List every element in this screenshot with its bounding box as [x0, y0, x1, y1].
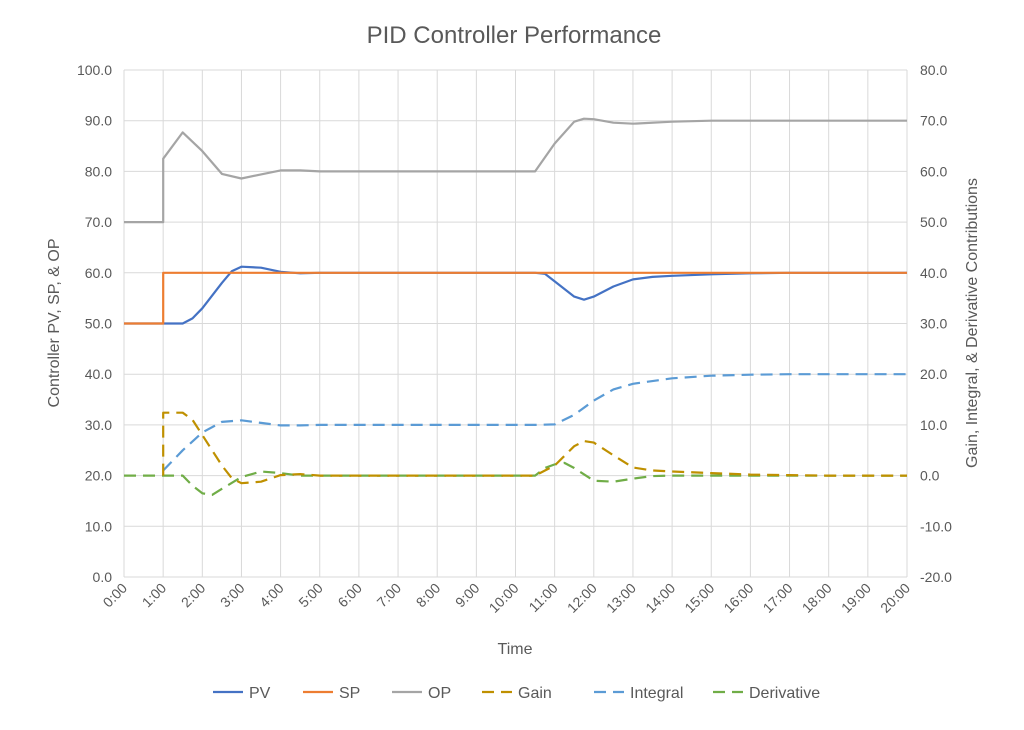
x-tick-label: 11:00	[525, 580, 561, 616]
legend-label-op: OP	[428, 685, 451, 702]
y2-tick-label: 50.0	[920, 214, 947, 230]
x-tick-label: 12:00	[564, 580, 600, 616]
chart-title: PID Controller Performance	[367, 22, 662, 49]
x-tick-label: 7:00	[374, 580, 405, 611]
x-tick-label: 13:00	[603, 580, 639, 616]
legend-label-pv: PV	[249, 685, 271, 702]
legend-label-sp: SP	[339, 685, 360, 702]
legend-label-gain: Gain	[518, 685, 552, 702]
x-axis-title: Time	[498, 641, 533, 658]
y2-tick-label: -10.0	[920, 518, 952, 534]
y-tick-label: 40.0	[85, 366, 112, 382]
series-line-op	[124, 117, 907, 224]
gridlines	[123, 69, 908, 578]
y-tick-label: 0.0	[93, 569, 113, 585]
y2-tick-label: 80.0	[920, 62, 947, 78]
y2-tick-label: 0.0	[920, 468, 940, 484]
x-tick-label: 4:00	[256, 580, 287, 611]
x-tick-label: 2:00	[178, 580, 209, 611]
y-tick-label: 10.0	[85, 518, 112, 534]
x-tick-label: 16:00	[720, 580, 756, 616]
y2-tick-label: 10.0	[920, 417, 947, 433]
y2-tick-label: 20.0	[920, 366, 947, 382]
x-tick-label: 19:00	[838, 580, 874, 616]
series-line-integral	[162, 373, 907, 472]
legend-label-derivative: Derivative	[749, 685, 820, 702]
y-axis-left-title: Controller PV, SP, & OP	[46, 239, 63, 408]
x-tick-label: 8:00	[413, 580, 444, 611]
legend: PV SP OP Gain Integral Derivative	[213, 685, 820, 702]
y2-tick-label: 70.0	[920, 113, 947, 129]
series-line-derivative	[124, 461, 907, 496]
x-tick-label: 17:00	[760, 580, 796, 616]
x-tick-label: 15:00	[681, 580, 717, 616]
x-tick-label: 9:00	[452, 580, 483, 611]
y-axis-right-title: Gain, Integral, & Derivative Contributio…	[964, 178, 981, 468]
y-axis-left-ticks: 0.0 10.0 20.0 30.0 40.0 50.0 60.0 70.0 80.0 90.0 1…	[77, 62, 112, 585]
x-tick-label: 20:00	[877, 580, 913, 616]
series-lines	[124, 117, 907, 496]
x-axis-ticks: 0:00 1:00 2:00 3:00 4:00 5:00 6:00 7:00 8:00 9:00…	[100, 580, 914, 616]
x-tick-label: 5:00	[295, 580, 326, 611]
x-tick-label: 14:00	[642, 580, 678, 616]
y2-tick-label: 60.0	[920, 163, 947, 179]
y-tick-label: 70.0	[85, 214, 112, 230]
x-tick-label: 1:00	[139, 580, 170, 611]
y-tick-label: 90.0	[85, 113, 112, 129]
x-tick-label: 6:00	[334, 580, 365, 611]
y2-tick-label: 30.0	[920, 316, 947, 332]
series-line-gain	[162, 411, 907, 485]
y-tick-label: 60.0	[85, 265, 112, 281]
y-axis-right-ticks: -20.0 -10.0 0.0 10.0 20.0 30.0 40.0 50.0 60.0 70.…	[920, 62, 952, 585]
legend-label-integral: Integral	[630, 685, 683, 702]
y2-tick-label: -20.0	[920, 569, 952, 585]
y-tick-label: 30.0	[85, 417, 112, 433]
y-tick-label: 50.0	[85, 316, 112, 332]
x-tick-label: 3:00	[217, 580, 248, 611]
x-tick-label: 18:00	[799, 580, 835, 616]
y-tick-label: 80.0	[85, 163, 112, 179]
y-tick-label: 20.0	[85, 468, 112, 484]
x-tick-label: 10:00	[486, 580, 522, 616]
y-tick-label: 100.0	[77, 62, 112, 78]
series-line-sp	[124, 271, 907, 325]
y2-tick-label: 40.0	[920, 265, 947, 281]
